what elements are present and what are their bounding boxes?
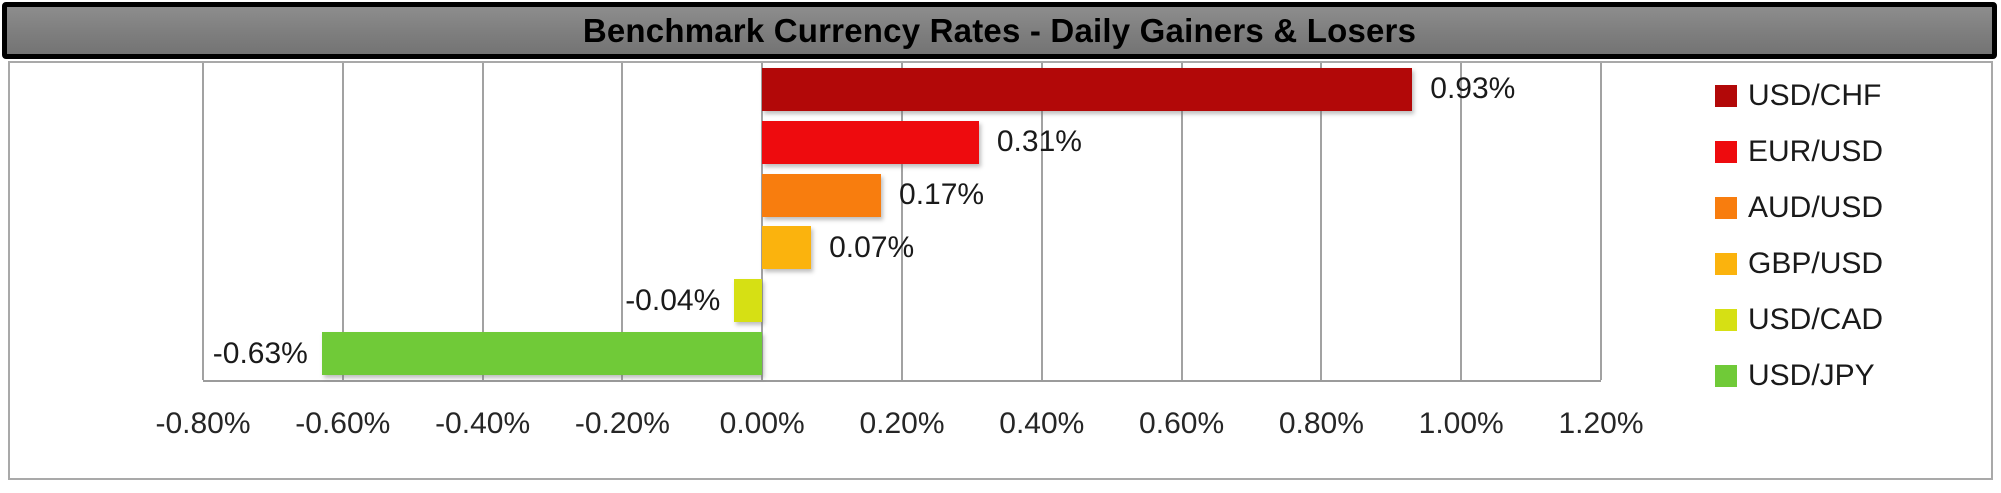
legend-label: EUR/USD bbox=[1748, 135, 1884, 168]
gridline--0.20% bbox=[621, 63, 624, 380]
x-tick-label: -0.20% bbox=[574, 407, 670, 440]
chart-area: 0.93% 0.31% 0.17% 0.07% -0.04% -0.63% -0.80% -… bbox=[8, 61, 1993, 480]
legend-swatch-icon bbox=[1715, 197, 1737, 219]
gridline-0.40% bbox=[1040, 63, 1043, 380]
legend-label: GBP/USD bbox=[1748, 247, 1884, 280]
legend-label: USD/CHF bbox=[1748, 79, 1882, 112]
legend-entry-USD/JPY[interactable]: USD/JPY bbox=[1715, 359, 1875, 392]
bar-USD/JPY[interactable] bbox=[321, 332, 763, 376]
data-label-AUD/USD: 0.17% bbox=[899, 178, 985, 212]
gridline-0.00% bbox=[761, 63, 764, 380]
legend-entry-USD/CAD[interactable]: USD/CAD bbox=[1715, 303, 1884, 336]
legend-entry-GBP/USD[interactable]: GBP/USD bbox=[1715, 247, 1884, 280]
bar-EUR/USD[interactable] bbox=[762, 120, 979, 164]
gridline-1.20% bbox=[1600, 63, 1602, 380]
bar-GBP/USD[interactable] bbox=[762, 226, 812, 270]
legend-entry-AUD/USD[interactable]: AUD/USD bbox=[1715, 191, 1884, 224]
x-tick-label: 1.20% bbox=[1558, 407, 1644, 440]
legend-label: USD/CAD bbox=[1748, 303, 1884, 336]
x-tick-label: 0.00% bbox=[719, 407, 805, 440]
x-tick-label: -0.80% bbox=[155, 407, 251, 440]
plot-area: 0.93% 0.31% 0.17% 0.07% -0.04% -0.63% bbox=[202, 63, 1602, 382]
bar-USD/CHF[interactable] bbox=[762, 67, 1413, 111]
gridline-0.80% bbox=[1320, 63, 1323, 380]
data-label-EUR/USD: 0.31% bbox=[996, 125, 1082, 159]
legend-label: AUD/USD bbox=[1748, 191, 1884, 224]
x-tick-label: 1.00% bbox=[1418, 407, 1504, 440]
gridline-1.00% bbox=[1460, 63, 1463, 380]
data-label-GBP/USD: 0.07% bbox=[829, 230, 915, 264]
gridline-0.20% bbox=[901, 63, 903, 380]
chart-title: Benchmark Currency Rates - Daily Gainers… bbox=[582, 11, 1417, 49]
legend-swatch-icon bbox=[1715, 85, 1737, 107]
legend-swatch-icon bbox=[1715, 253, 1737, 275]
x-tick-label: 0.40% bbox=[999, 407, 1085, 440]
x-tick-label: 0.60% bbox=[1139, 407, 1225, 440]
data-label-USD/JPY: -0.63% bbox=[212, 336, 308, 370]
legend-entry-USD/CHF[interactable]: USD/CHF bbox=[1715, 79, 1882, 112]
data-label-USD/CAD: -0.04% bbox=[625, 283, 721, 317]
legend-swatch-icon bbox=[1715, 365, 1737, 387]
x-tick-label: -0.40% bbox=[435, 407, 531, 440]
gridline--0.80% bbox=[202, 63, 204, 380]
legend-label: USD/JPY bbox=[1748, 359, 1875, 392]
gridline--0.40% bbox=[481, 63, 484, 380]
legend-entry-EUR/USD[interactable]: EUR/USD bbox=[1715, 135, 1884, 168]
gridline--0.60% bbox=[341, 63, 344, 380]
gridline-0.60% bbox=[1180, 63, 1183, 380]
legend-swatch-icon bbox=[1715, 141, 1737, 163]
chart-title-bar: Benchmark Currency Rates - Daily Gainers… bbox=[2, 2, 1997, 59]
bar-AUD/USD[interactable] bbox=[762, 173, 882, 217]
x-tick-label: 0.20% bbox=[859, 407, 945, 440]
legend-swatch-icon bbox=[1715, 309, 1737, 331]
x-tick-label: 0.80% bbox=[1278, 407, 1364, 440]
x-tick-label: -0.60% bbox=[295, 407, 391, 440]
bar-USD/CAD[interactable] bbox=[734, 279, 763, 323]
data-label-USD/CHF: 0.93% bbox=[1430, 72, 1516, 106]
